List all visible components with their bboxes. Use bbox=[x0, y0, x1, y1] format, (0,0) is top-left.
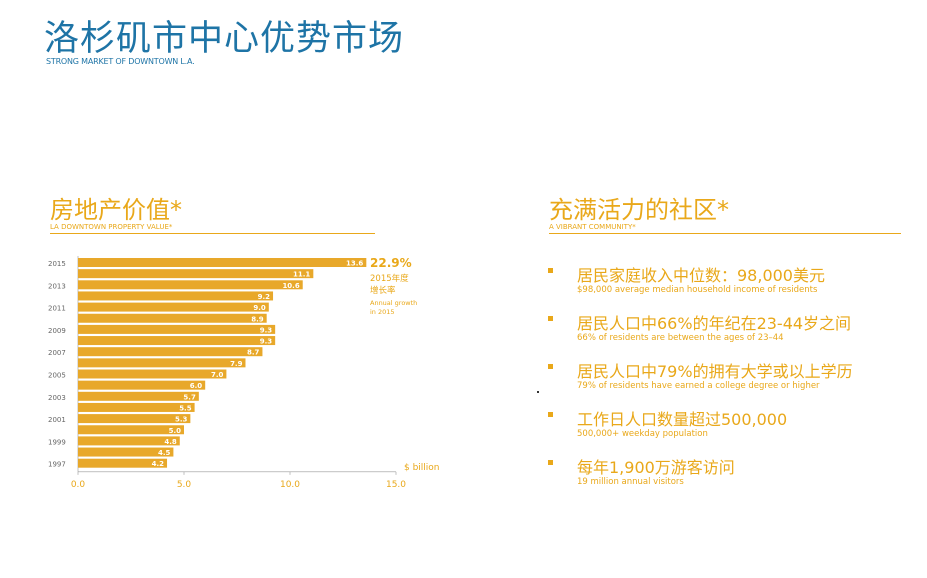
data-label-2006: 7.9 bbox=[230, 360, 243, 368]
bullet-square-icon bbox=[548, 364, 553, 369]
data-label-2013: 10.6 bbox=[282, 282, 299, 290]
data-label-2001: 5.3 bbox=[175, 416, 188, 424]
fact-en: $98,000 average median household income … bbox=[577, 285, 818, 295]
fact-zh: 每年1,900万游客访问 bbox=[577, 458, 735, 477]
property-value-subtitle: LA DOWNTOWN PROPERTY VALUE* bbox=[50, 223, 173, 231]
data-label-2015: 13.6 bbox=[346, 260, 363, 268]
bar-2010 bbox=[78, 313, 267, 323]
bar-1999 bbox=[78, 436, 180, 446]
y-tick-label-2001: 2001 bbox=[48, 416, 66, 424]
bar-2012 bbox=[78, 291, 274, 301]
data-label-1998: 4.5 bbox=[158, 449, 171, 457]
bar-2011 bbox=[78, 302, 269, 312]
data-label-2014: 11.1 bbox=[293, 271, 310, 279]
list-item: 居民人口中66%的年纪在23-44岁之间 66% of residents ar… bbox=[548, 312, 918, 360]
community-subtitle: A VIBRANT COMMUNITY* bbox=[549, 223, 636, 231]
data-label-2009: 9.3 bbox=[260, 326, 273, 334]
y-tick-label-2007: 2007 bbox=[48, 349, 66, 357]
property-value-divider bbox=[50, 233, 375, 234]
list-item: 工作日人口数量超过500,000 500,000+ weekday popula… bbox=[548, 408, 918, 456]
growth-label-en2: in 2015 bbox=[370, 308, 395, 316]
data-label-2004: 6.0 bbox=[190, 382, 203, 390]
page-title: 洛杉矶市中心优势市场 bbox=[44, 19, 405, 59]
data-label-1999: 4.8 bbox=[164, 438, 177, 446]
community-title: 充满活力的社区* bbox=[549, 196, 729, 224]
fact-zh: 居民家庭收入中位数：98,000美元 bbox=[577, 266, 825, 285]
bar-2014 bbox=[78, 269, 314, 279]
y-tick-label-2011: 2011 bbox=[48, 305, 66, 313]
data-label-2002: 5.5 bbox=[179, 404, 192, 412]
data-label-2005: 7.0 bbox=[211, 371, 224, 379]
bar-2004 bbox=[78, 380, 206, 390]
fact-en: 66% of residents are between the ages of… bbox=[577, 333, 784, 343]
bar-2009 bbox=[78, 324, 276, 334]
data-label-2003: 5.7 bbox=[183, 393, 196, 401]
bullet-square-icon bbox=[548, 268, 553, 273]
bar-1997 bbox=[78, 458, 168, 468]
bar-2000 bbox=[78, 425, 184, 435]
fact-zh: 居民人口中79%的拥有大学或以上学历 bbox=[577, 362, 853, 381]
y-tick-label-2005: 2005 bbox=[48, 372, 66, 380]
x-tick-label-15.0: 15.0 bbox=[386, 480, 406, 490]
y-tick-label-2015: 2015 bbox=[48, 260, 66, 268]
fact-en: 19 million annual visitors bbox=[577, 477, 684, 487]
y-tick-label-2003: 2003 bbox=[48, 394, 66, 402]
bullet-square-icon bbox=[548, 316, 553, 321]
data-label-2010: 8.9 bbox=[251, 315, 264, 323]
data-label-2008: 9.3 bbox=[260, 338, 273, 346]
bar-2001 bbox=[78, 414, 191, 424]
x-tick-label-0.0: 0.0 bbox=[71, 480, 86, 490]
bullet-square-icon bbox=[548, 460, 553, 465]
growth-value: 22.9% bbox=[370, 256, 412, 270]
stray-dot bbox=[537, 391, 539, 393]
x-tick-label-10.0: 10.0 bbox=[280, 480, 300, 490]
growth-label-en1: Annual growth bbox=[370, 299, 417, 307]
list-item: 居民人口中79%的拥有大学或以上学历 79% of residents have… bbox=[548, 360, 918, 408]
x-unit-label: $ billion bbox=[404, 463, 440, 473]
data-label-2007: 8.7 bbox=[247, 349, 260, 357]
bar-2006 bbox=[78, 358, 246, 368]
bar-2002 bbox=[78, 402, 195, 412]
list-item: 每年1,900万游客访问 19 million annual visitors bbox=[548, 456, 918, 504]
bar-2005 bbox=[78, 369, 227, 379]
fact-zh: 工作日人口数量超过500,000 bbox=[577, 410, 788, 429]
data-label-2011: 9.0 bbox=[253, 304, 266, 312]
x-tick-label-5.0: 5.0 bbox=[177, 480, 192, 490]
bar-2003 bbox=[78, 391, 199, 401]
bar-2008 bbox=[78, 336, 276, 346]
y-tick-label-2013: 2013 bbox=[48, 282, 66, 290]
list-item: 居民家庭收入中位数：98,000美元 $98,000 average media… bbox=[548, 264, 918, 312]
bar-1998 bbox=[78, 447, 174, 457]
growth-label-zh: 2015年度 bbox=[370, 273, 409, 284]
fact-en: 79% of residents have earned a college d… bbox=[577, 381, 820, 391]
community-divider bbox=[549, 233, 901, 234]
bar-2015 bbox=[78, 258, 367, 267]
fact-en: 500,000+ weekday population bbox=[577, 429, 708, 439]
community-facts-list: 居民家庭收入中位数：98,000美元 $98,000 average media… bbox=[548, 264, 918, 504]
y-tick-label-2009: 2009 bbox=[48, 327, 66, 335]
data-label-2000: 5.0 bbox=[169, 427, 182, 435]
page-subtitle: STRONG MARKET OF DOWNTOWN L.A. bbox=[46, 57, 195, 66]
y-tick-label-1997: 1997 bbox=[48, 461, 66, 469]
y-tick-label-1999: 1999 bbox=[48, 438, 66, 446]
data-label-2012: 9.2 bbox=[258, 293, 271, 301]
bullet-square-icon bbox=[548, 412, 553, 417]
property-value-title: 房地产价值* bbox=[50, 196, 182, 224]
bar-2013 bbox=[78, 280, 303, 290]
bar-2007 bbox=[78, 347, 263, 357]
fact-zh: 居民人口中66%的年纪在23-44岁之间 bbox=[577, 314, 852, 333]
growth-label-zh2: 增长率 bbox=[370, 285, 396, 296]
data-label-1997: 4.2 bbox=[152, 460, 165, 468]
